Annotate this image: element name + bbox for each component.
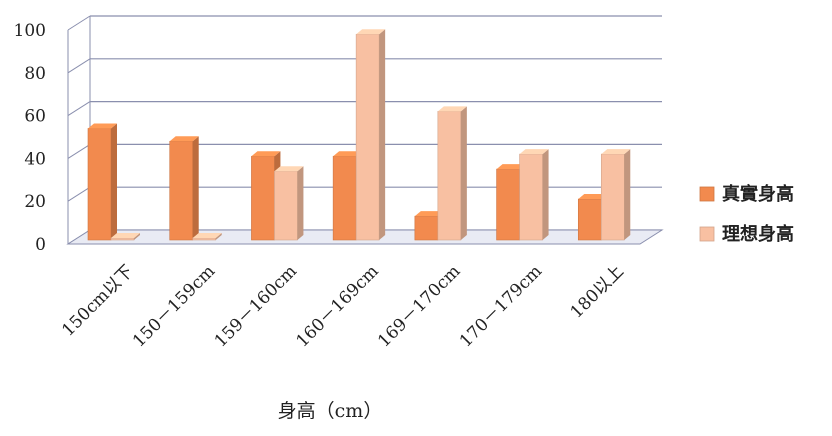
x-tick-label: 159－160cm xyxy=(211,261,301,351)
bar-layer xyxy=(87,29,631,241)
bar-ideal-1 xyxy=(192,233,222,241)
bar-ideal-0 xyxy=(110,233,140,241)
legend-item-1: 理想身高 xyxy=(699,223,794,245)
bar-ideal-6 xyxy=(600,149,631,241)
gridline-side-60 xyxy=(67,101,91,117)
label-layer: 150cm以下150－159cm159－160cm160－169cm169－17… xyxy=(58,261,628,351)
x-tick-label: 170－179cm xyxy=(456,261,546,351)
x-tick-label: 180以上 xyxy=(567,261,628,322)
x-tick-label: 150cm以下 xyxy=(58,261,137,340)
x-tick-label: 150－159cm xyxy=(129,261,219,351)
y-tick-label: 20 xyxy=(24,192,46,212)
axis-layer: 0 20 40 60 80 100 xyxy=(14,16,91,255)
bar-ideal-4 xyxy=(437,106,467,241)
y-tick-label: 0 xyxy=(35,235,46,255)
legend-item-0: 真實身高 xyxy=(699,183,794,205)
gridline-side-100 xyxy=(67,15,91,31)
legend-label: 理想身高 xyxy=(722,223,794,245)
y-tick-label: 100 xyxy=(14,21,46,41)
y-tick-label: 80 xyxy=(24,64,46,84)
legend-swatch xyxy=(699,226,715,242)
gridline-side-20 xyxy=(67,186,91,202)
y-tick-label: 60 xyxy=(24,107,46,127)
bar-ideal-3 xyxy=(355,29,386,241)
gridline-side-80 xyxy=(67,58,91,74)
bar-ideal-2 xyxy=(274,166,304,241)
legend-swatch xyxy=(699,186,715,202)
legend-label: 真實身高 xyxy=(722,183,794,205)
bar-ideal-5 xyxy=(519,149,549,241)
y-tick-label: 40 xyxy=(24,149,46,169)
x-axis-title: 身高（cm） xyxy=(278,400,383,422)
x-tick-label: 160－169cm xyxy=(292,261,382,351)
x-tick-label: 169－170cm xyxy=(374,261,464,351)
gridline-side-40 xyxy=(67,143,91,159)
bar-actual-1 xyxy=(169,136,199,241)
bar-actual-0 xyxy=(87,123,117,241)
